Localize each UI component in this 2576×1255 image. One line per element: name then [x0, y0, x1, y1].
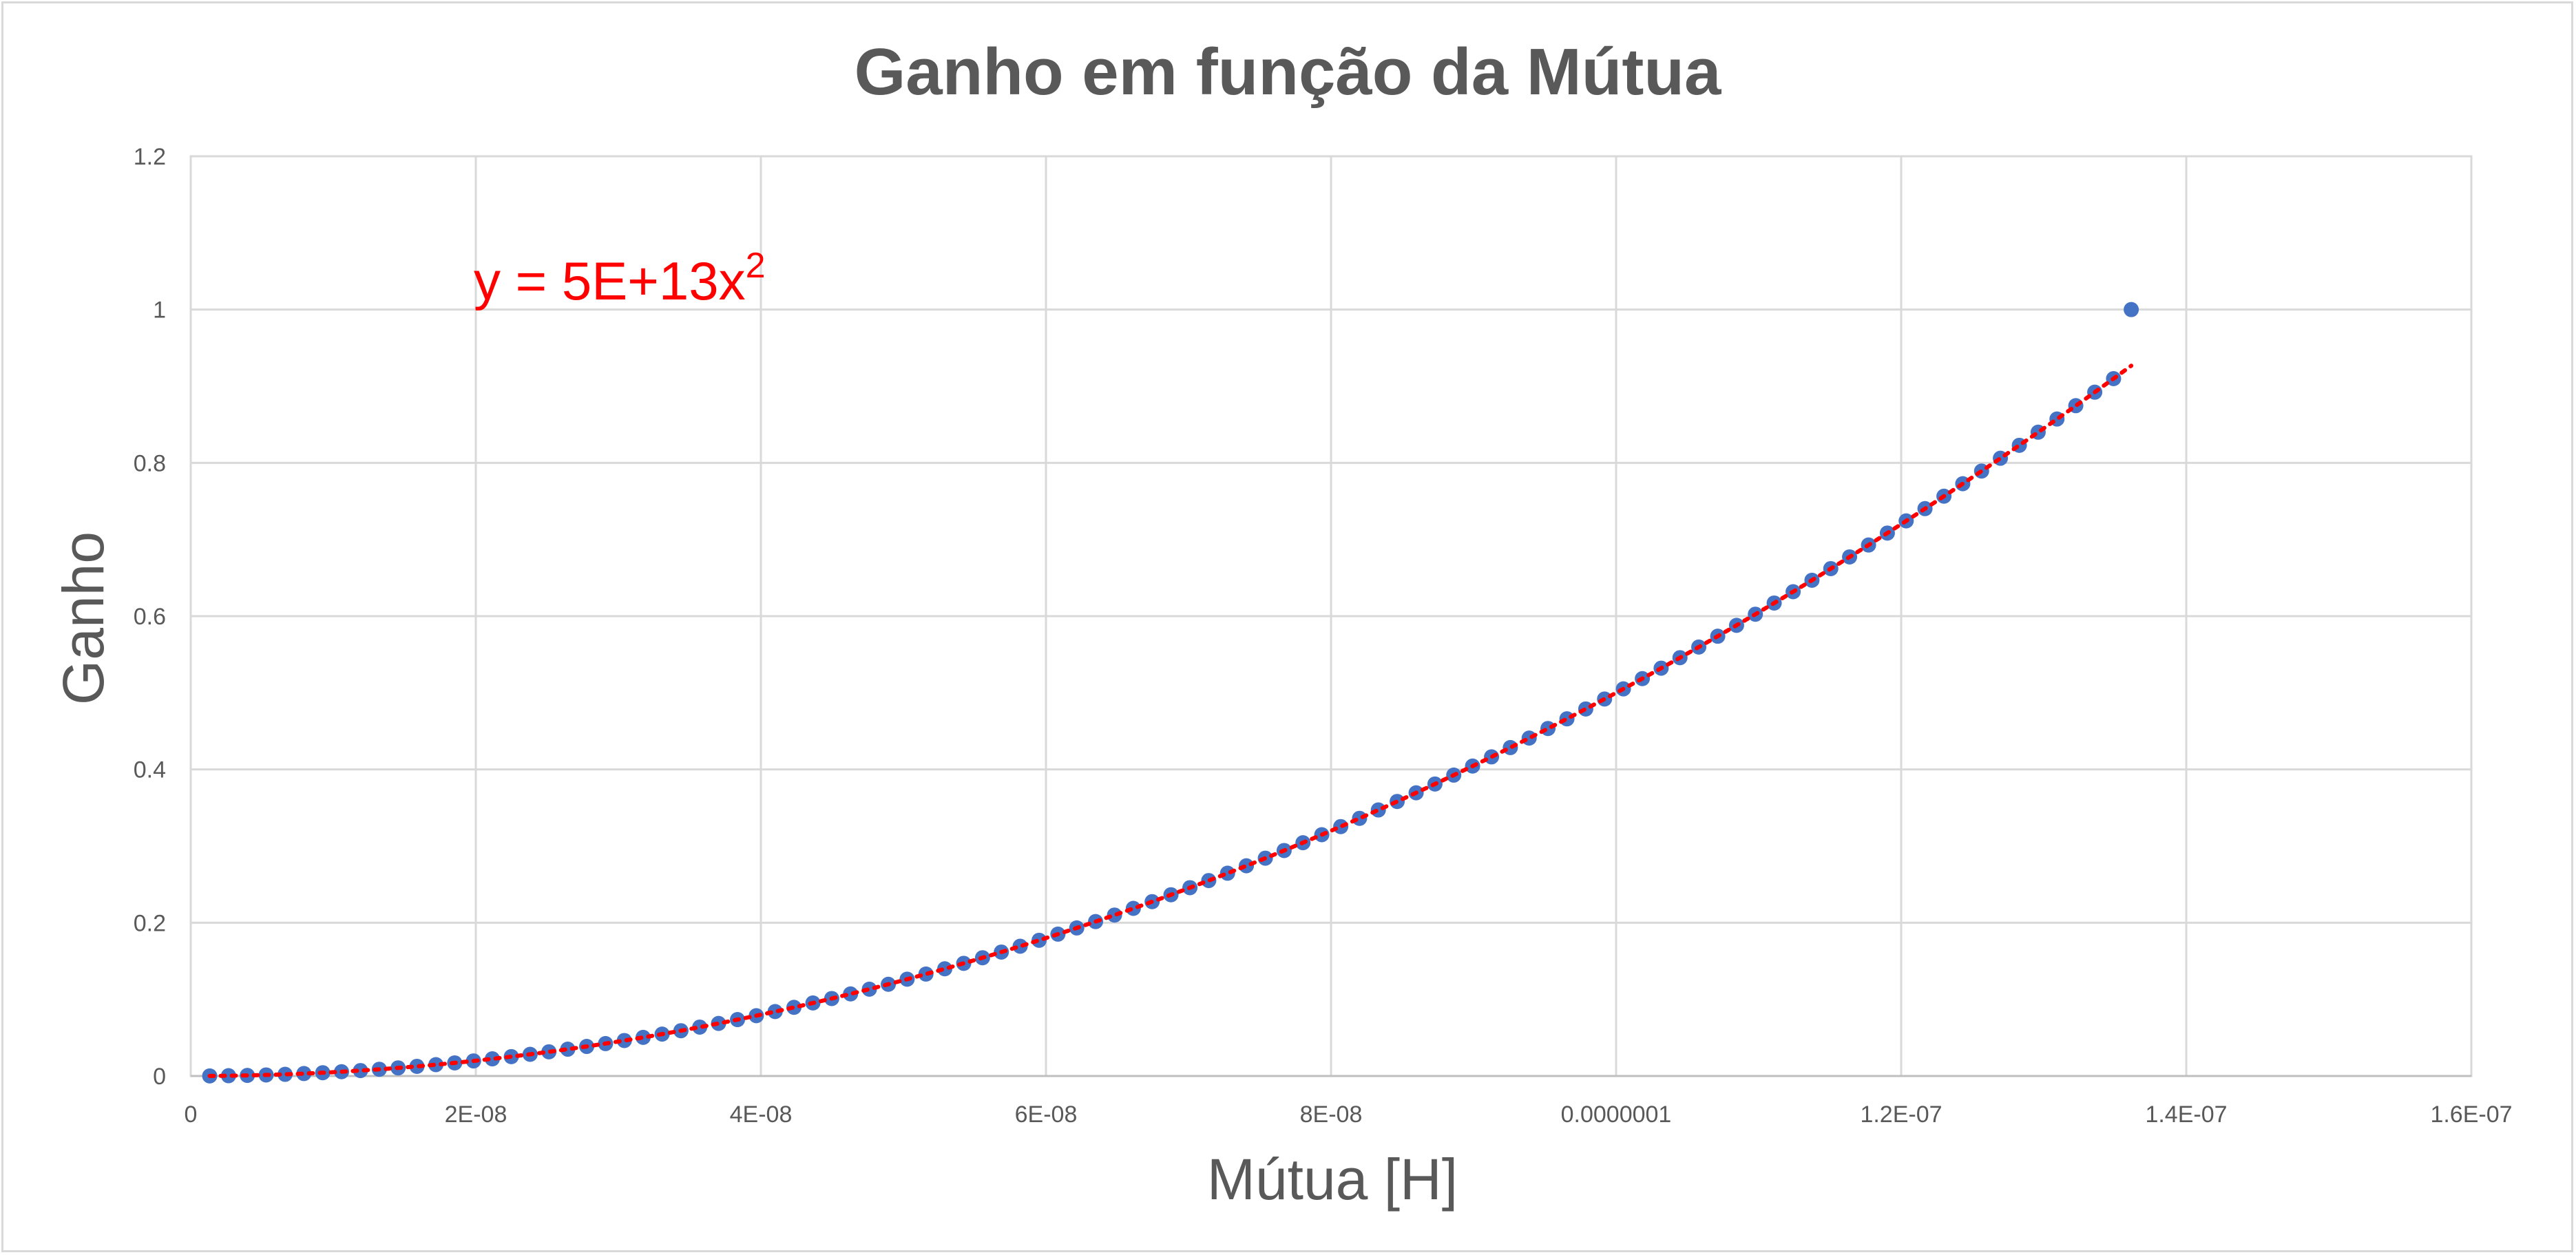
data-point — [1239, 858, 1255, 874]
y-tick-label: 0 — [153, 1064, 166, 1090]
trendline — [207, 363, 2134, 1078]
y-tick-label: 0.2 — [134, 910, 166, 936]
x-tick-label: 2E-08 — [445, 1101, 507, 1128]
data-points — [202, 302, 2139, 1084]
x-tick-label: 4E-08 — [730, 1101, 793, 1128]
chart-svg: 0 2E-08 4E-08 6E-08 8E-08 0.0000001 1.2E-07 1.4… — [51, 35, 2513, 1212]
data-point — [1012, 938, 1028, 954]
data-point — [1125, 900, 1141, 916]
y-tick-label: 1.2 — [134, 144, 166, 170]
equation-exponent: 2 — [746, 246, 766, 286]
data-point — [2124, 302, 2139, 317]
x-tick-label: 6E-08 — [1015, 1101, 1078, 1128]
x-tick-label: 0 — [185, 1101, 198, 1128]
y-tick-label: 0.6 — [134, 604, 166, 630]
data-point — [767, 1004, 783, 1020]
data-point — [485, 1051, 501, 1067]
data-point — [1352, 810, 1368, 826]
data-point — [937, 961, 953, 977]
data-point — [1107, 907, 1122, 923]
chart-title: Ganho em função da Mútua — [855, 35, 1721, 109]
data-point — [220, 1068, 236, 1084]
data-point — [1559, 711, 1575, 727]
y-tick-label: 0.4 — [134, 757, 166, 783]
data-point — [1032, 932, 1047, 948]
data-point — [428, 1057, 444, 1073]
x-tick-label: 8E-08 — [1300, 1101, 1363, 1128]
y-axis-title: Ganho — [51, 531, 116, 705]
data-point — [843, 986, 859, 1002]
data-point — [1540, 721, 1556, 737]
x-tick-label: 1.4E-07 — [2145, 1101, 2227, 1128]
x-tick-label: 0.0000001 — [1561, 1101, 1672, 1128]
data-point — [1370, 802, 1386, 818]
data-point — [616, 1033, 632, 1048]
data-point — [1521, 730, 1537, 746]
x-axis-title: Mútua [H] — [1207, 1147, 1458, 1212]
trendline-equation: y = 5E+13x2 — [474, 246, 766, 311]
x-tick-label: 1.2E-07 — [1860, 1101, 1942, 1128]
gridlines — [189, 155, 2473, 1077]
x-tick-label: 1.6E-07 — [2430, 1101, 2512, 1128]
data-point — [1219, 865, 1235, 881]
data-point — [692, 1019, 708, 1035]
y-tick-label: 0.8 — [134, 450, 166, 476]
y-tick-label: 1 — [153, 297, 166, 324]
data-point — [353, 1063, 368, 1079]
equation-base: y = 5E+13x — [474, 251, 746, 311]
x-tick-labels: 0 2E-08 4E-08 6E-08 8E-08 0.0000001 1.2E-07 1.4… — [185, 1101, 2513, 1128]
y-tick-labels: 0 0.2 0.4 0.6 0.8 1 1.2 — [134, 144, 166, 1090]
data-point — [560, 1042, 576, 1057]
